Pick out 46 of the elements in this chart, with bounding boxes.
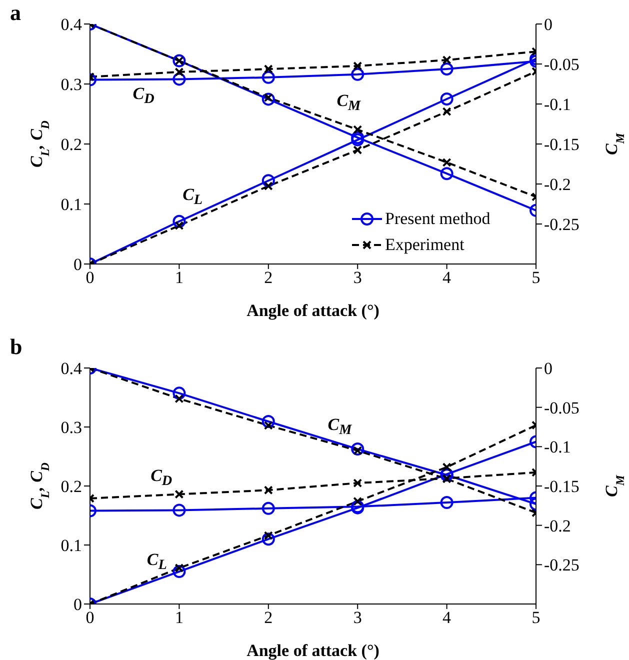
y-tick-label: 0.1 [60,195,82,214]
annotation: C$_{D}$ [132,84,154,108]
x-axis-title: Angle of attack (°) [246,641,380,660]
x-tick-label: 1 [174,608,184,628]
y2-tick-label: -0.1 [544,95,571,114]
x-tick-label: 3 [353,608,362,628]
x-tick-label: 3 [353,268,362,288]
x-tick-label: 5 [532,268,540,288]
y2-tick-label: -0.05 [544,55,580,74]
y2-tick-label: -0.15 [544,135,580,154]
y-tick-label: 0.3 [60,75,82,94]
y-tick-label: 0.2 [60,477,82,496]
y2-tick-label: -0.2 [544,516,571,536]
y-tick-label: 0 [74,595,82,614]
x-tick-label: 5 [532,608,540,628]
annotation: C$_{D}$ [150,466,172,490]
legend-label: Present method [385,209,490,229]
y-tick-label: 0.4 [60,15,82,34]
annotation: C$_{M}$ [336,90,361,116]
annotation: C$_{L}$ [146,549,167,574]
x-tick-label: 4 [442,268,452,288]
x-tick-label: 2 [264,608,273,628]
y2-tick-label: 0 [544,359,552,378]
y2-tick-label: -0.25 [544,215,580,234]
y2-tick-label: -0.1 [544,438,571,457]
y-tick-label: 0.3 [60,418,82,438]
y-tick-label: 0.2 [60,135,82,154]
x-axis-title: Angle of attack (°) [246,301,380,320]
x-tick-label: 2 [264,268,273,288]
x-tick-label: 0 [86,268,94,288]
x-tick-label: 0 [86,608,94,628]
y-tick-label: 0.1 [60,536,82,556]
y-tick-label: 0 [74,255,82,274]
y-tick-label: 0.4 [60,359,82,378]
chart-title: b [10,334,22,360]
y2-tick-label: -0.05 [544,398,580,418]
y2-tick-label: -0.25 [544,556,580,575]
chart-title: a [10,0,21,26]
annotation: C$_{M}$ [328,414,352,440]
x-tick-label: 4 [442,608,452,628]
y2-tick-label: -0.2 [544,175,571,194]
annotation: C$_{L}$ [182,184,203,209]
y2-tick-label: -0.15 [544,477,580,496]
y2-tick-label: 0 [544,15,552,34]
legend-label: Experiment [385,235,464,255]
x-tick-label: 1 [174,268,184,288]
